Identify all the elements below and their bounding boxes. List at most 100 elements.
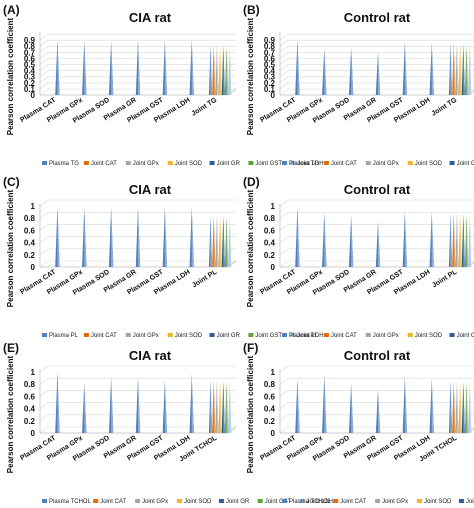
bar-highlight: [463, 213, 465, 267]
legend-label: Joint CAT: [331, 161, 357, 167]
gridline-depth: [39, 248, 49, 256]
gridline-depth: [279, 199, 289, 207]
y-tick-label: 0: [271, 429, 276, 438]
bar-highlight: [210, 216, 213, 267]
y-tick-label: 0.6: [24, 392, 36, 401]
legend-swatch: [449, 161, 455, 165]
gridline-depth: [279, 58, 289, 65]
panel-label: (E): [3, 341, 19, 355]
bar-highlight: [213, 215, 216, 267]
y-tick-label: 0.1: [24, 85, 36, 94]
y-tick-label: 0: [271, 263, 276, 272]
legend-label: Joint CAT: [91, 333, 117, 339]
bar-highlight: [450, 213, 453, 267]
y-tick-label: 0.2: [24, 251, 36, 260]
legend-label: Plasma TG: [289, 161, 319, 167]
legend-label: Plasma PL: [49, 333, 79, 339]
legend-swatch: [93, 499, 99, 503]
y-tick-label: 0.7: [264, 48, 276, 57]
y-tick-label: 0: [31, 263, 36, 272]
bar-highlight: [469, 383, 472, 433]
bar-highlight: [297, 379, 300, 433]
legend-label: Joint GPx: [373, 333, 399, 339]
legend-label: Joint SOD: [175, 333, 203, 339]
gridline-depth: [279, 39, 289, 47]
y-tick-label: 0.8: [24, 380, 36, 389]
gridline-depth: [39, 390, 49, 397]
bar-highlight: [138, 40, 141, 95]
legend-swatch: [248, 161, 254, 165]
gridline-depth: [39, 426, 49, 434]
chart-panel-e: (E) CIA rat 0 0.2 0.4 0.6 0.8 1 Pearson correlat…: [3, 341, 333, 505]
y-tick-label: 0.6: [264, 392, 276, 401]
bar-highlight: [460, 45, 462, 95]
bar-highlight: [351, 383, 354, 433]
panel-title: Control rat: [344, 182, 411, 197]
chart-panel-c: (C) CIA rat 0 0.2 0.4 0.6 0.8 1 Pearson correlat…: [3, 175, 324, 339]
y-tick-label: 0.2: [264, 417, 276, 426]
bar-highlight: [378, 389, 381, 433]
gridline-depth: [279, 46, 289, 53]
gridline-depth: [279, 426, 289, 434]
bar-highlight: [404, 211, 408, 267]
bar-highlight: [138, 207, 141, 267]
legend-label: Joint GR: [466, 499, 474, 505]
y-tick-label: 0.8: [24, 42, 36, 51]
gridline-depth: [279, 414, 289, 422]
bar-highlight: [469, 215, 472, 267]
legend-label: Joint LDH: [307, 499, 333, 505]
legend-label: Joint GST: [255, 161, 282, 167]
bar-highlight: [220, 216, 222, 267]
legend-swatch: [83, 333, 89, 337]
chart-panel-f: (F) Control rat 0 0.2 0.4 0.6 0.8 1 Pearson corr…: [243, 341, 474, 505]
legend-label: Joint CAT: [331, 333, 357, 339]
legend-swatch: [218, 499, 224, 503]
y-tick-label: 0.4: [264, 67, 276, 76]
bar-highlight: [404, 41, 408, 95]
y-axis-title: Pearson correlation coefficient: [6, 17, 15, 135]
gridline-depth: [39, 52, 49, 59]
gridline-depth: [279, 82, 289, 90]
bar-highlight: [210, 381, 213, 433]
legend-label: Joint GR: [457, 161, 474, 167]
bar-highlight: [456, 43, 459, 95]
gridline-depth: [39, 365, 49, 373]
bar-highlight: [84, 207, 87, 267]
gridline-depth: [279, 76, 289, 84]
y-tick-label: 0.9: [24, 36, 36, 45]
legend-swatch: [257, 499, 263, 503]
legend-label: Joint GPx: [373, 161, 399, 167]
y-axis-title: Pearson correlation coefficient: [246, 17, 255, 135]
y-tick-label: 0.2: [24, 417, 36, 426]
gridline-depth: [39, 88, 49, 96]
gridline-depth: [39, 211, 49, 219]
legend-swatch: [375, 499, 381, 503]
legend-label: Plasma TCHOL: [49, 499, 92, 505]
bar-highlight: [378, 52, 381, 95]
legend-label: Joint CAT: [340, 499, 366, 505]
legend-label: Joint GR: [217, 333, 241, 339]
panel-title: Control rat: [344, 10, 411, 25]
y-tick-label: 0.4: [24, 239, 36, 248]
bar-highlight: [191, 39, 194, 95]
legend-label: Joint GST: [255, 333, 282, 339]
y-tick-label: 0.8: [264, 214, 276, 223]
gridline-depth: [279, 248, 289, 256]
legend-label: Joint CAT: [100, 499, 126, 505]
gridline-depth: [279, 390, 289, 397]
y-tick-label: 0.4: [264, 239, 276, 248]
legend-label: Joint LDH: [297, 161, 323, 167]
bar-highlight: [297, 207, 300, 267]
bar-highlight: [351, 215, 354, 267]
y-axis-title: Pearson correlation coefficient: [6, 355, 15, 473]
bar-highlight: [324, 48, 327, 95]
legend-swatch: [458, 499, 464, 503]
bar-highlight: [223, 380, 225, 433]
panel-label: (C): [3, 175, 20, 189]
panel-label: (A): [3, 3, 20, 17]
gridline-depth: [279, 224, 289, 231]
bar-highlight: [226, 217, 229, 267]
legend-swatch: [135, 499, 141, 503]
y-tick-label: 0: [31, 91, 36, 100]
